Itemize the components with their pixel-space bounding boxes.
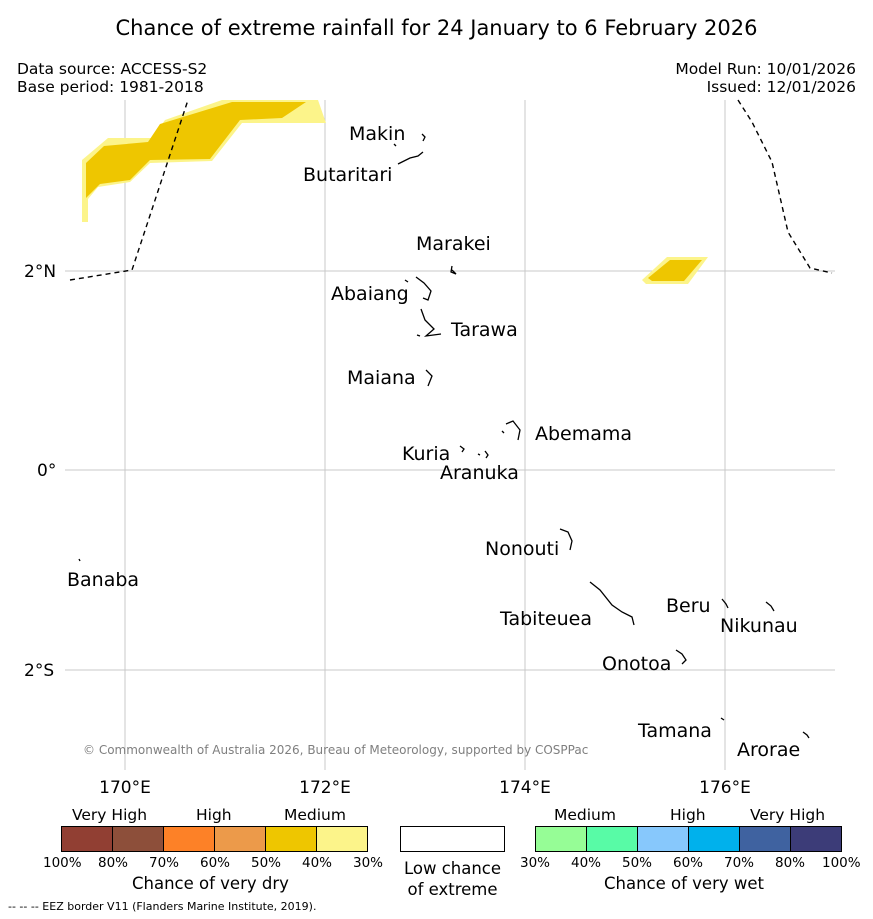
island-label-banaba: Banaba bbox=[67, 569, 139, 591]
dry-pct-40: 40% bbox=[302, 855, 333, 871]
dry-pct-60: 60% bbox=[200, 855, 231, 871]
wet-swatch-4 bbox=[689, 826, 740, 852]
map-title: Chance of extreme rainfall for 24 Januar… bbox=[115, 16, 758, 40]
island-label-kuria: Kuria bbox=[402, 443, 450, 465]
abemama-islet bbox=[501, 430, 505, 434]
wet-swatch-2 bbox=[587, 826, 638, 852]
abemama-island bbox=[505, 420, 521, 441]
maiana-island bbox=[425, 369, 433, 387]
eez-footnote: -- -- -- EEZ border V11 (Flanders Marine… bbox=[8, 900, 317, 913]
island-label-tarawa: Tarawa bbox=[450, 319, 518, 341]
dry-swatch-2 bbox=[113, 826, 164, 852]
tarawa-islet bbox=[416, 334, 421, 337]
dry-swatch-4 bbox=[215, 826, 266, 852]
island-label-arorae: Arorae bbox=[737, 739, 800, 761]
dry-medium-area bbox=[82, 100, 708, 284]
source-info: Data source: ACCESS-S2 Base period: 1981… bbox=[17, 60, 207, 96]
aranuka-island bbox=[484, 450, 489, 459]
kuria-island bbox=[459, 445, 465, 453]
island-label-beru: Beru bbox=[666, 595, 711, 617]
wet-swatch-6 bbox=[791, 826, 842, 852]
wet-cat-medium: Medium bbox=[554, 806, 616, 824]
wet-pct-100: 100% bbox=[822, 855, 861, 871]
dry-pct-100: 100% bbox=[43, 855, 82, 871]
dry-pct-80: 80% bbox=[98, 855, 129, 871]
island-label-makin: Makin bbox=[349, 123, 405, 145]
dry-swatch-3 bbox=[164, 826, 215, 852]
makin-islet bbox=[393, 143, 397, 147]
nikunau-island bbox=[765, 601, 775, 612]
aranuka-islet bbox=[477, 453, 481, 456]
wet-pct-70: 70% bbox=[724, 855, 755, 871]
run-info: Model Run: 10/01/2026 Issued: 12/01/2026 bbox=[675, 60, 856, 96]
wet-swatch-1 bbox=[535, 826, 587, 852]
graticule bbox=[65, 100, 835, 770]
wet-pct-80: 80% bbox=[775, 855, 806, 871]
island-label-aranuka: Aranuka bbox=[440, 462, 519, 484]
wet-pct-30: 30% bbox=[520, 855, 551, 871]
onotoa-island bbox=[675, 649, 687, 665]
lon-label-174e: 174°E bbox=[499, 778, 551, 798]
island-label-butaritari: Butaritari bbox=[303, 164, 392, 186]
island-label-tamana: Tamana bbox=[637, 720, 712, 742]
wet-cat-high: High bbox=[670, 806, 706, 824]
wet-pct-50: 50% bbox=[622, 855, 653, 871]
data-source: Data source: ACCESS-S2 bbox=[17, 60, 208, 78]
lat-label-2s: 2°S bbox=[24, 661, 54, 681]
island-label-nonouti: Nonouti bbox=[485, 538, 559, 560]
island-label-abemama: Abemama bbox=[535, 423, 632, 445]
wet-pct-40: 40% bbox=[571, 855, 602, 871]
eez-border bbox=[69, 99, 833, 281]
wet-pct-60: 60% bbox=[673, 855, 704, 871]
low-chance-swatch bbox=[400, 826, 505, 852]
dry-swatch-6 bbox=[317, 826, 368, 852]
dry-cat-medium: Medium bbox=[284, 806, 346, 824]
island-label-abaiang: Abaiang bbox=[331, 283, 409, 305]
dry-pct-30: 30% bbox=[353, 855, 384, 871]
tabiteuea-island bbox=[589, 581, 635, 626]
island-label-tabiteuea: Tabiteuea bbox=[499, 608, 592, 630]
dry-legend-title: Chance of very dry bbox=[132, 874, 289, 893]
dry-swatch-5 bbox=[266, 826, 317, 852]
butaritari-island bbox=[397, 151, 424, 165]
wet-legend-title: Chance of very wet bbox=[604, 874, 764, 893]
issued-date: Issued: 12/01/2026 bbox=[706, 78, 856, 96]
abaiang-islet bbox=[404, 279, 409, 283]
island-label-maiana: Maiana bbox=[347, 367, 416, 389]
island-label-marakei: Marakei bbox=[416, 233, 491, 255]
dry-pct-70: 70% bbox=[149, 855, 180, 871]
nonouti-island bbox=[559, 528, 573, 551]
lon-label-176e: 176°E bbox=[699, 778, 751, 798]
dry-cat-high: High bbox=[196, 806, 232, 824]
dry-swatch-1 bbox=[61, 826, 113, 852]
copyright-notice: © Commonwealth of Australia 2026, Bureau… bbox=[83, 743, 588, 757]
arorae-island bbox=[802, 731, 810, 739]
dry-cat-very-high: Very High bbox=[72, 806, 148, 824]
island-label-onotoa: Onotoa bbox=[602, 653, 671, 675]
tarawa-island bbox=[420, 308, 442, 337]
model-run: Model Run: 10/01/2026 bbox=[675, 60, 856, 78]
abaiang-island bbox=[415, 276, 432, 301]
marakei-island bbox=[450, 265, 457, 275]
lat-label-0: 0° bbox=[37, 461, 56, 481]
lon-label-170e: 170°E bbox=[99, 778, 151, 798]
tamana-island bbox=[720, 717, 725, 721]
wet-swatch-3 bbox=[638, 826, 689, 852]
low-chance-line1: Low chance bbox=[403, 859, 502, 878]
low-chance-line2: of extreme bbox=[407, 880, 498, 899]
makin-island bbox=[421, 133, 426, 142]
island-label-nikunau: Nikunau bbox=[720, 615, 798, 637]
wet-swatch-5 bbox=[740, 826, 791, 852]
banaba-island bbox=[78, 558, 81, 562]
beru-island bbox=[721, 598, 729, 609]
island-outlines bbox=[78, 133, 810, 739]
base-period: Base period: 1981-2018 bbox=[17, 78, 204, 96]
lon-label-172e: 172°E bbox=[299, 778, 351, 798]
lat-label-2n: 2°N bbox=[24, 262, 56, 282]
dry-pct-50: 50% bbox=[251, 855, 282, 871]
wet-cat-very-high: Very High bbox=[750, 806, 826, 824]
